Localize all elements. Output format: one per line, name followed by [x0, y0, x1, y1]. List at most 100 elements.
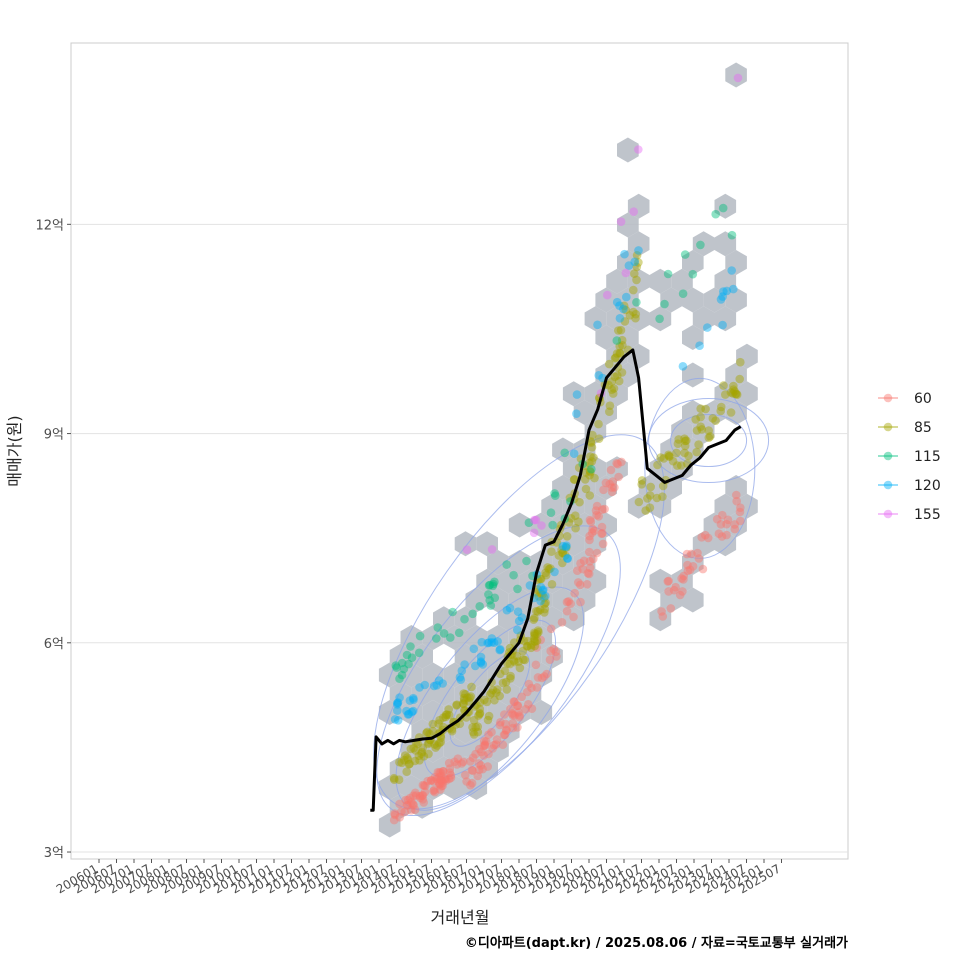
hexbin-cell	[660, 287, 682, 313]
scatter-point-85	[512, 651, 522, 661]
hexbin-cell	[562, 381, 585, 407]
scatter-point-60	[441, 774, 450, 784]
scatter-point-85	[541, 568, 550, 578]
scatter-point-60	[475, 744, 484, 754]
scatter-point-60	[484, 730, 493, 739]
scatter-point-85	[530, 637, 540, 646]
scatter-point-85	[461, 690, 470, 699]
scatter-point-85	[585, 470, 594, 480]
scatter-point-60	[508, 710, 517, 720]
scatter-point-85	[536, 574, 545, 584]
hexbin-cell	[736, 493, 758, 519]
scatter-point-60	[582, 580, 592, 589]
scatter-point-60	[507, 709, 517, 718]
hexbin-cell	[378, 662, 401, 688]
scatter-point-60	[585, 557, 595, 566]
scatter-point-60	[476, 761, 486, 770]
scatter-point-60	[445, 768, 455, 777]
scatter-point-120	[620, 249, 629, 259]
scatter-point-60	[475, 765, 484, 775]
scatter-point-60	[446, 770, 456, 780]
scatter-point-115	[432, 634, 441, 643]
scatter-point-60	[588, 524, 597, 534]
scatter-point-85	[571, 511, 580, 520]
scatter-point-120	[390, 715, 400, 724]
scatter-point-60	[599, 485, 608, 495]
scatter-point-85	[618, 341, 627, 350]
scatter-point-60	[436, 768, 446, 777]
hexbin-cell	[519, 681, 542, 707]
scatter-point-120	[476, 658, 486, 667]
scatter-point-60	[450, 757, 459, 767]
scatter-point-85	[605, 401, 615, 411]
scatter-point-85	[482, 697, 492, 707]
scatter-point-85	[518, 655, 528, 664]
scatter-point-85	[466, 692, 476, 701]
hexbin-cell	[422, 775, 444, 800]
scatter-point-120	[630, 257, 639, 267]
scatter-point-85	[637, 480, 646, 489]
scatter-point-85	[717, 402, 726, 412]
hexbin-cell	[476, 643, 498, 669]
scatter-point-155	[530, 515, 539, 525]
scatter-point-85	[691, 415, 700, 424]
scatter-point-85	[485, 690, 495, 699]
scatter-point-60	[598, 529, 607, 538]
hexbin-cell	[562, 568, 585, 594]
hexbin-cell	[627, 193, 650, 219]
scatter-point-60	[420, 787, 430, 797]
scatter-point-60	[701, 530, 710, 540]
scatter-point-85	[562, 532, 572, 541]
scatter-point-60	[736, 516, 745, 526]
scatter-point-85	[394, 775, 404, 784]
hexbin-cell	[552, 475, 574, 500]
scatter-point-85	[692, 447, 701, 457]
scatter-point-60	[436, 785, 445, 794]
scatter-point-85	[474, 711, 483, 720]
scatter-point-85	[539, 593, 549, 602]
scatter-point-155	[616, 217, 626, 226]
scatter-point-85	[509, 656, 519, 665]
hexbin-cell	[660, 587, 682, 613]
hexbin-cell	[573, 587, 596, 613]
scatter-point-120	[719, 287, 728, 296]
scatter-point-85	[704, 433, 714, 443]
scatter-point-85	[629, 285, 638, 295]
scatter-point-85	[581, 484, 591, 494]
scatter-point-85	[719, 381, 728, 390]
scatter-point-120	[593, 320, 602, 330]
hexbin-cell	[606, 456, 628, 482]
scatter-point-60	[467, 778, 477, 788]
scatter-point-120	[487, 634, 497, 643]
scatter-point-115	[454, 628, 464, 638]
scatter-point-60	[551, 647, 561, 657]
scatter-point-85	[586, 467, 595, 477]
scatter-point-60	[598, 505, 607, 514]
scatter-point-60	[531, 660, 541, 670]
hexbin-cell	[411, 793, 433, 819]
legend-label: 155	[914, 507, 941, 523]
scatter-point-120	[513, 607, 523, 616]
hexbin-cell	[725, 250, 747, 275]
hexbin-cell	[595, 362, 617, 388]
scatter-point-120	[409, 693, 418, 703]
scatter-point-85	[570, 475, 579, 484]
scatter-point-85	[447, 726, 457, 736]
scatter-point-120	[407, 707, 417, 717]
scatter-point-85	[587, 457, 597, 466]
scatter-point-115	[680, 250, 690, 259]
scatter-point-85	[721, 390, 730, 399]
hexbin-cell	[725, 362, 747, 388]
scatter-point-60	[502, 725, 511, 734]
scatter-point-85	[646, 482, 655, 492]
scatter-point-85	[696, 422, 705, 432]
scatter-point-60	[390, 809, 399, 818]
scatter-point-85	[532, 629, 542, 639]
hexbin-cell	[584, 568, 607, 594]
scatter-point-60	[468, 753, 478, 762]
hexbin-cell	[584, 531, 607, 557]
hexbin-cell	[725, 287, 747, 313]
hexbin-cell	[584, 456, 607, 482]
hexbin-cell	[454, 606, 477, 632]
hexbin-cell	[736, 343, 758, 369]
